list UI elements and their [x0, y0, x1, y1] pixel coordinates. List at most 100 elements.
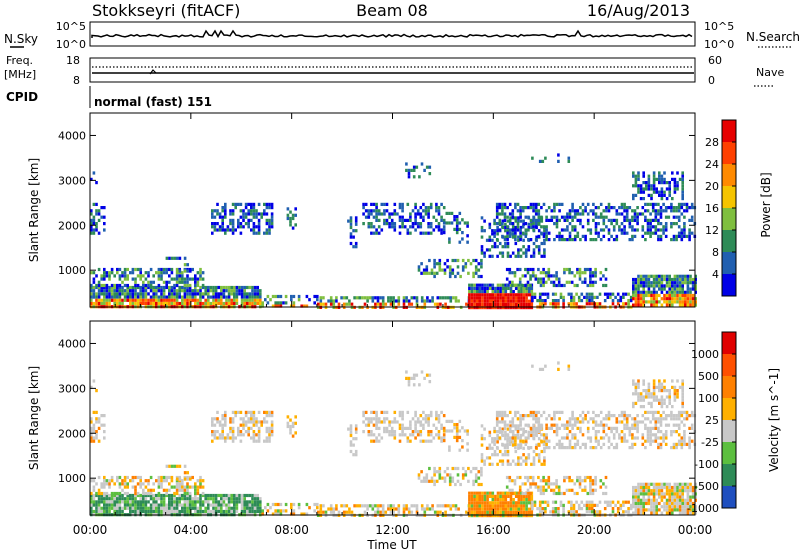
power-cell	[668, 184, 671, 188]
power-cell	[681, 174, 684, 178]
velocity-cell	[522, 507, 526, 511]
velocity-cell	[549, 510, 552, 514]
power-cell	[329, 302, 333, 306]
velocity-cell	[393, 420, 397, 424]
velocity-cell	[435, 470, 439, 474]
power-cell	[646, 225, 650, 229]
power-cell	[618, 206, 621, 210]
power-cell	[367, 212, 371, 216]
power-cell	[519, 219, 523, 223]
power-cell	[594, 225, 598, 229]
power-cell	[599, 271, 603, 275]
velocity-cell	[584, 442, 587, 446]
power-cell	[144, 271, 148, 275]
velocity-cell	[514, 433, 518, 438]
power-cell	[113, 285, 116, 290]
power-cell	[647, 181, 651, 185]
velocity-cell	[118, 509, 122, 514]
velocity-cell	[123, 506, 127, 510]
velocity-cell	[583, 503, 586, 507]
power-cell	[123, 289, 127, 293]
velocity-cell	[425, 479, 429, 483]
power-cell	[691, 281, 695, 285]
power-cell	[672, 215, 676, 219]
power-cell	[168, 274, 171, 278]
power-cell	[162, 271, 166, 275]
power-cell	[139, 298, 142, 302]
velocity-cell	[599, 479, 603, 483]
velocity-cell	[636, 414, 639, 418]
power-cell	[165, 295, 168, 299]
power-cell	[92, 301, 96, 306]
velocity-cell	[473, 514, 476, 518]
velocity-cell	[553, 410, 556, 414]
velocity-cell	[575, 500, 578, 504]
velocity-cell	[589, 479, 592, 483]
velocity-cell	[571, 426, 574, 430]
velocity-cell	[670, 446, 673, 450]
power-cell	[655, 297, 658, 301]
power-cell	[544, 156, 547, 160]
velocity-cell	[214, 497, 218, 501]
power-cell	[188, 285, 192, 290]
power-cell	[547, 231, 551, 235]
power-cell	[110, 283, 114, 288]
power-cell	[660, 177, 664, 181]
power-cell	[407, 168, 411, 172]
power-cell	[624, 302, 628, 306]
power-cell	[494, 306, 497, 310]
power-cell	[681, 274, 684, 278]
velocity-cell	[144, 506, 148, 510]
velocity-cell	[503, 423, 507, 427]
power-cell	[649, 218, 652, 222]
velocity-cell	[243, 509, 246, 514]
power-cell	[688, 231, 691, 235]
velocity-cell	[527, 433, 531, 438]
velocity-cell	[348, 510, 351, 514]
power-cell	[481, 302, 484, 306]
power-cell	[550, 274, 553, 278]
velocity-cell	[691, 492, 695, 496]
velocity-cell	[628, 433, 632, 437]
power-cell	[257, 222, 261, 226]
velocity-cell	[610, 414, 613, 418]
velocity-cell	[429, 430, 433, 434]
power-cell	[504, 306, 508, 310]
velocity-cell	[103, 506, 106, 510]
power-cell	[451, 271, 455, 275]
velocity-cell	[162, 488, 166, 492]
velocity-cell	[576, 420, 580, 424]
velocity-cell	[105, 503, 109, 507]
power-cell	[586, 283, 590, 288]
velocity-cell	[168, 506, 171, 510]
power-cell	[121, 274, 124, 278]
velocity-cell	[409, 433, 412, 437]
velocity-cell	[509, 501, 513, 505]
power-cell	[596, 295, 599, 299]
velocity-cell	[354, 427, 358, 431]
colorbar-segment	[722, 164, 736, 186]
power-cell	[683, 202, 686, 206]
velocity-cell	[550, 482, 553, 486]
power-cell	[204, 301, 207, 306]
velocity-cell	[506, 449, 510, 454]
velocity-cell	[657, 426, 660, 430]
power-cell	[162, 267, 166, 272]
velocity-cell	[602, 430, 606, 434]
velocity-cell	[644, 446, 647, 450]
power-cell	[414, 228, 417, 232]
power-cell	[636, 206, 639, 210]
power-cell	[664, 225, 668, 229]
power-cell	[642, 290, 645, 294]
velocity-cell	[636, 430, 639, 434]
velocity-cell	[684, 505, 687, 509]
power-cell	[474, 265, 478, 269]
power-cell	[644, 209, 647, 213]
velocity-cell	[252, 417, 256, 421]
velocity-cell	[558, 442, 561, 446]
power-cell	[176, 256, 179, 260]
power-cell	[495, 215, 499, 219]
power-cell	[691, 277, 695, 282]
power-cell	[573, 209, 577, 213]
